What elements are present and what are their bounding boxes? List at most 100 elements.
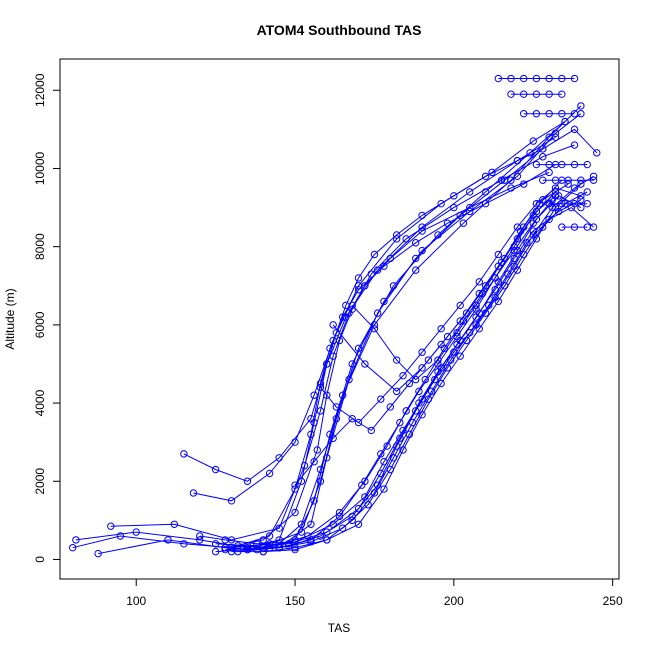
data-point bbox=[396, 418, 404, 427]
data-point bbox=[532, 160, 541, 169]
data-point bbox=[348, 516, 356, 525]
data-point bbox=[577, 192, 585, 200]
data-point bbox=[300, 461, 309, 470]
data-point bbox=[526, 149, 534, 157]
series-26 bbox=[532, 160, 591, 169]
data-point bbox=[459, 219, 468, 227]
data-point bbox=[513, 223, 522, 231]
data-point bbox=[307, 520, 315, 528]
data-point bbox=[520, 250, 528, 259]
data-point bbox=[354, 520, 363, 528]
data-point bbox=[494, 74, 503, 83]
data-point bbox=[196, 536, 204, 544]
data-point bbox=[453, 328, 461, 337]
data-point bbox=[481, 172, 490, 180]
y-axis: 0 2000 4000 6000 8000 10000 12000 bbox=[33, 73, 61, 563]
data-point bbox=[551, 188, 560, 196]
data-point bbox=[316, 383, 325, 392]
data-point bbox=[488, 168, 496, 177]
data-point bbox=[494, 250, 503, 259]
data-point bbox=[583, 160, 591, 169]
series-14 bbox=[211, 196, 585, 550]
y-tick-label: 10000 bbox=[33, 151, 47, 185]
data-point bbox=[373, 309, 382, 317]
data-point bbox=[539, 176, 547, 184]
data-point bbox=[589, 223, 598, 231]
y-axis-label: Altitude (m) bbox=[3, 288, 17, 349]
series-line bbox=[199, 195, 582, 545]
data-point bbox=[456, 301, 464, 310]
data-point bbox=[370, 489, 379, 497]
data-point bbox=[418, 395, 426, 403]
series-28 bbox=[545, 199, 591, 208]
data-point bbox=[332, 414, 341, 423]
data-point bbox=[520, 110, 528, 118]
data-point bbox=[116, 532, 125, 540]
data-point bbox=[323, 360, 331, 368]
data-point bbox=[570, 223, 579, 231]
data-point bbox=[392, 231, 401, 239]
data-point bbox=[399, 371, 407, 380]
series-13 bbox=[243, 188, 591, 554]
data-point bbox=[577, 180, 585, 188]
data-point bbox=[361, 360, 369, 368]
data-point bbox=[72, 536, 80, 544]
data-point bbox=[589, 176, 598, 184]
data-point bbox=[570, 184, 579, 192]
x-axis: 100 150 200 250 bbox=[126, 578, 623, 608]
series-15 bbox=[259, 203, 598, 556]
data-point bbox=[265, 532, 274, 540]
x-tick-label: 100 bbox=[126, 594, 146, 608]
series-23 bbox=[494, 74, 579, 83]
data-point bbox=[437, 325, 445, 333]
data-point bbox=[437, 340, 445, 349]
data-point bbox=[532, 199, 541, 208]
series-line bbox=[263, 206, 594, 553]
data-point bbox=[446, 356, 455, 364]
data-point bbox=[392, 356, 401, 364]
data-point bbox=[180, 540, 188, 548]
data-point bbox=[450, 192, 458, 200]
series-18 bbox=[275, 188, 560, 552]
series-10 bbox=[234, 125, 601, 556]
data-point bbox=[211, 465, 220, 474]
data-point bbox=[570, 110, 579, 118]
series-29 bbox=[558, 223, 591, 231]
data-point bbox=[275, 544, 283, 552]
data-point bbox=[307, 414, 315, 423]
data-point bbox=[570, 160, 579, 169]
data-point bbox=[180, 450, 188, 458]
data-point bbox=[551, 184, 560, 192]
data-point bbox=[389, 454, 398, 462]
data-point bbox=[392, 387, 401, 396]
data-point bbox=[323, 536, 331, 544]
data-point bbox=[196, 532, 204, 540]
data-point bbox=[380, 262, 388, 270]
data-point bbox=[466, 188, 474, 196]
data-point bbox=[443, 332, 452, 341]
data-point bbox=[564, 176, 572, 184]
data-point bbox=[221, 536, 229, 544]
series-7 bbox=[211, 102, 585, 556]
data-point bbox=[507, 90, 515, 98]
series-20 bbox=[316, 184, 585, 427]
data-point bbox=[332, 403, 341, 411]
data-point bbox=[494, 262, 503, 270]
data-point bbox=[520, 90, 528, 98]
data-point bbox=[367, 426, 375, 435]
data-point bbox=[485, 301, 493, 310]
data-point bbox=[373, 266, 382, 274]
series-line bbox=[237, 179, 563, 549]
series-line bbox=[351, 199, 553, 381]
data-point bbox=[491, 274, 499, 282]
data-point bbox=[164, 536, 172, 544]
data-point bbox=[475, 289, 483, 298]
data-point bbox=[545, 199, 553, 208]
series-line bbox=[215, 199, 582, 547]
data-point bbox=[402, 407, 410, 415]
data-point bbox=[386, 403, 395, 411]
data-point bbox=[170, 520, 179, 528]
series-4 bbox=[107, 141, 579, 544]
data-point bbox=[370, 325, 379, 333]
